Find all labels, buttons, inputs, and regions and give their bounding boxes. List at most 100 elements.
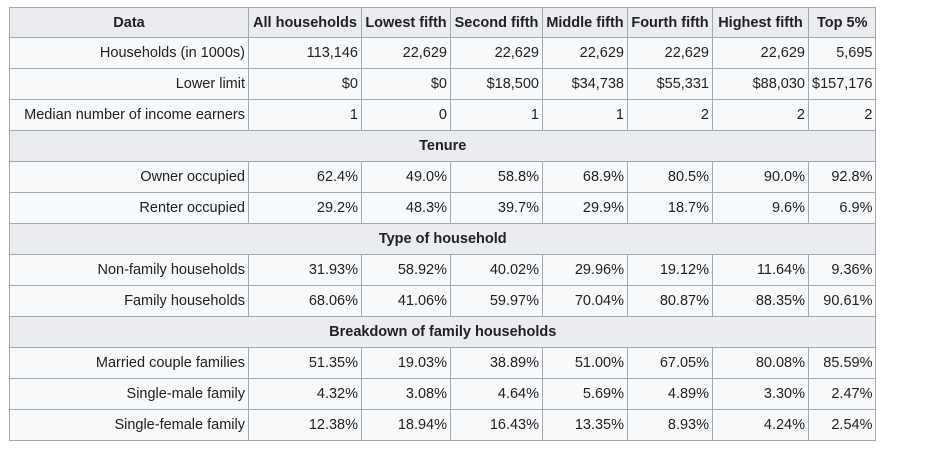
table-cell: 49.0%	[361, 161, 451, 193]
table-cell: 90.0%	[712, 161, 809, 193]
table-cell: $18,500	[450, 68, 543, 100]
table-cell: 9.36%	[807, 254, 877, 286]
table-container: Data All households Lowest fifth Second …	[8, 7, 877, 441]
table-cell: 2.47%	[807, 378, 877, 410]
table-cell: 85.59%	[807, 347, 877, 379]
table-cell: 1	[248, 99, 362, 131]
table-cell: 22,629	[627, 37, 713, 69]
table-cell: 18.94%	[361, 409, 451, 441]
table-row-lower-limit: Lower limit $0 $0 $18,500 $34,738 $55,33…	[9, 68, 877, 100]
table-cell: 29.2%	[248, 192, 362, 224]
column-header-middle-fifth: Middle fifth	[542, 7, 628, 38]
column-header-data: Data	[9, 7, 249, 38]
table-row-median-earners: Median number of income earners 1 0 1 1 …	[9, 99, 877, 131]
table-cell: 29.96%	[542, 254, 628, 286]
table-cell: 1	[450, 99, 543, 131]
table-cell: 2.54%	[807, 409, 877, 441]
table-cell: 12.38%	[248, 409, 362, 441]
row-label: Single-male family	[9, 378, 249, 410]
table-row-family: Family households 68.06% 41.06% 59.97% 7…	[9, 285, 877, 317]
column-header-top-5-percent: Top 5%	[807, 7, 877, 38]
column-header-lowest-fifth: Lowest fifth	[361, 7, 451, 38]
table-cell: 31.93%	[248, 254, 362, 286]
table-row-married-couple: Married couple families 51.35% 19.03% 38…	[9, 347, 877, 379]
table-cell: 29.9%	[542, 192, 628, 224]
table-cell: 19.12%	[627, 254, 713, 286]
section-title: Type of household	[8, 223, 877, 255]
row-label: Median number of income earners	[9, 99, 249, 131]
column-header-second-fifth: Second fifth	[450, 7, 543, 38]
table-cell: 22,629	[450, 37, 543, 69]
table-cell: 41.06%	[361, 285, 451, 317]
household-income-table: Data All households Lowest fifth Second …	[8, 7, 877, 441]
table-cell: 113,146	[248, 37, 362, 69]
table-cell: 40.02%	[450, 254, 543, 286]
table-cell: 3.08%	[361, 378, 451, 410]
table-cell: 80.5%	[627, 161, 713, 193]
table-cell: 5,695	[807, 37, 877, 69]
table-cell: 62.4%	[248, 161, 362, 193]
row-label: Non-family households	[9, 254, 249, 286]
table-cell: 58.8%	[450, 161, 543, 193]
table-cell: $0	[248, 68, 362, 100]
table-cell: 51.00%	[542, 347, 628, 379]
table-cell: 1	[542, 99, 628, 131]
column-header-highest-fifth: Highest fifth	[712, 7, 809, 38]
table-row-single-female: Single-female family 12.38% 18.94% 16.43…	[9, 409, 877, 441]
table-row-owner-occupied: Owner occupied 62.4% 49.0% 58.8% 68.9% 8…	[9, 161, 877, 193]
table-cell: $157,176	[807, 68, 877, 100]
table-cell: 2	[627, 99, 713, 131]
table-cell: 38.89%	[450, 347, 543, 379]
table-cell: 22,629	[712, 37, 809, 69]
table-cell: 0	[361, 99, 451, 131]
row-label: Married couple families	[9, 347, 249, 379]
table-cell: 92.8%	[807, 161, 877, 193]
header-row: Data All households Lowest fifth Second …	[9, 7, 877, 38]
row-label: Renter occupied	[9, 192, 249, 224]
table-row-renter-occupied: Renter occupied 29.2% 48.3% 39.7% 29.9% …	[9, 192, 877, 224]
table-cell: 19.03%	[361, 347, 451, 379]
table-cell: $34,738	[542, 68, 628, 100]
table-cell: 8.93%	[627, 409, 713, 441]
table-cell: 16.43%	[450, 409, 543, 441]
table-cell: 48.3%	[361, 192, 451, 224]
section-title: Breakdown of family households	[8, 316, 877, 348]
row-label: Lower limit	[9, 68, 249, 100]
table-cell: $0	[361, 68, 451, 100]
table-cell: 4.89%	[627, 378, 713, 410]
table-cell: 9.6%	[712, 192, 809, 224]
table-cell: 39.7%	[450, 192, 543, 224]
table-cell: 2	[712, 99, 809, 131]
row-label: Single-female family	[9, 409, 249, 441]
table-cell: 13.35%	[542, 409, 628, 441]
table-row-non-family: Non-family households 31.93% 58.92% 40.0…	[9, 254, 877, 286]
table-cell: 58.92%	[361, 254, 451, 286]
table-cell: $55,331	[627, 68, 713, 100]
row-label: Households (in 1000s)	[9, 37, 249, 69]
section-header-family-breakdown: Breakdown of family households	[8, 316, 877, 348]
section-header-tenure: Tenure	[8, 130, 877, 162]
table-cell: 90.61%	[807, 285, 877, 317]
table-row-households: Households (in 1000s) 113,146 22,629 22,…	[9, 37, 877, 69]
table-cell: 51.35%	[248, 347, 362, 379]
column-header-all-households: All households	[248, 7, 362, 38]
table-cell: 6.9%	[807, 192, 877, 224]
table-cell: 68.9%	[542, 161, 628, 193]
table-cell: 5.69%	[542, 378, 628, 410]
table-cell: 4.32%	[248, 378, 362, 410]
table-cell: 68.06%	[248, 285, 362, 317]
table-cell: 18.7%	[627, 192, 713, 224]
table-cell: 70.04%	[542, 285, 628, 317]
table-cell: 67.05%	[627, 347, 713, 379]
table-cell: 80.87%	[627, 285, 713, 317]
table-cell: 4.24%	[712, 409, 809, 441]
section-title: Tenure	[8, 130, 877, 162]
table-cell: 11.64%	[712, 254, 809, 286]
table-cell: 88.35%	[712, 285, 809, 317]
table-cell: 4.64%	[450, 378, 543, 410]
section-header-type-of-household: Type of household	[8, 223, 877, 255]
row-label: Owner occupied	[9, 161, 249, 193]
table-cell: 3.30%	[712, 378, 809, 410]
table-cell: 2	[807, 99, 877, 131]
row-label: Family households	[9, 285, 249, 317]
